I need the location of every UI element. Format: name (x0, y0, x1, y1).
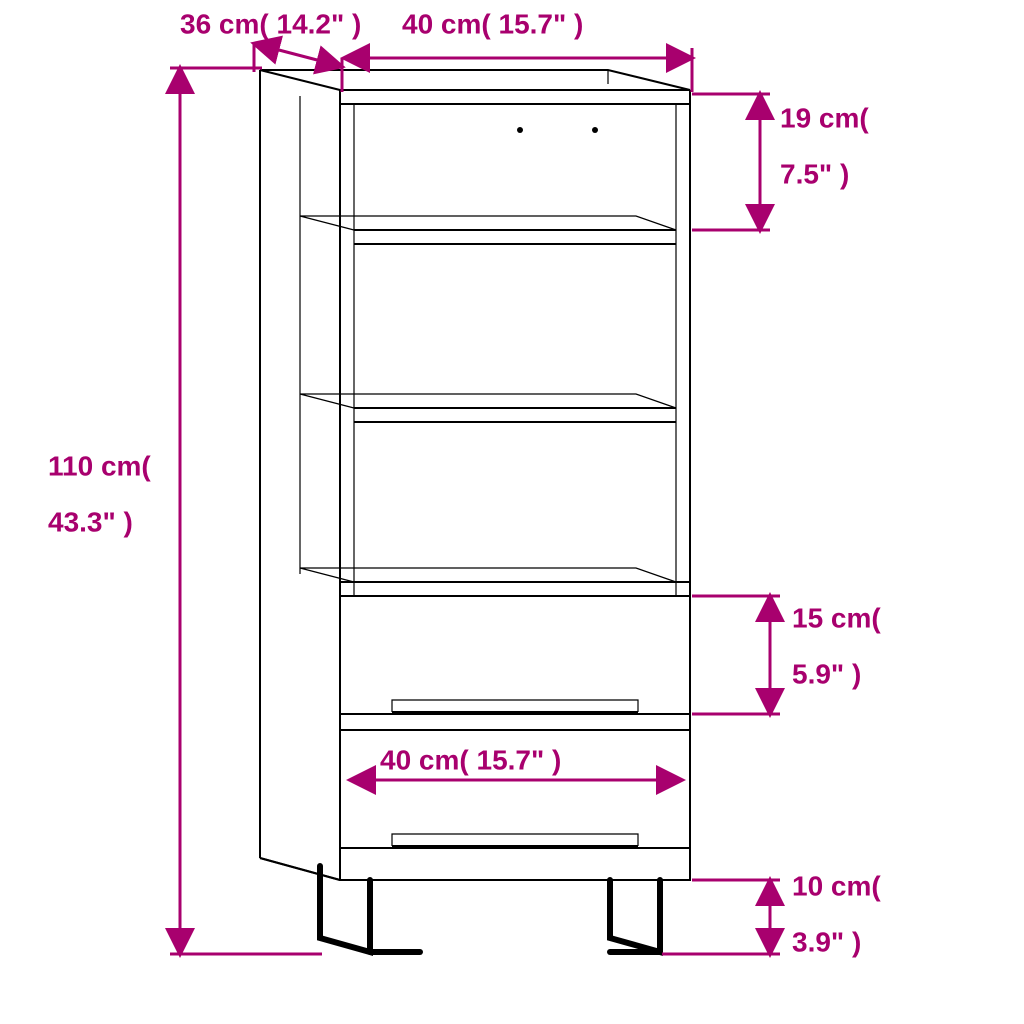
label-width-top: 40 cm( 15.7" ) (402, 8, 583, 39)
label-height-l2: 43.3" ) (48, 506, 133, 537)
dim-depth: 36 cm( 14.2" ) (180, 8, 361, 92)
dim-leg: 10 cm( 3.9" ) (662, 870, 881, 957)
dim-width-drawer: 40 cm( 15.7" ) (352, 744, 680, 780)
label-depth: 36 cm( 14.2" ) (180, 8, 361, 39)
label-width-drawer: 40 cm( 15.7" ) (380, 744, 561, 775)
dim-shelf: 19 cm( 7.5" ) (692, 94, 869, 230)
dim-height: 110 cm( 43.3" ) (48, 68, 322, 954)
label-leg-l2: 3.9" ) (792, 926, 861, 957)
label-shelf-l1: 19 cm( (780, 102, 869, 133)
label-leg-l1: 10 cm( (792, 870, 881, 901)
label-shelf-l2: 7.5" ) (780, 158, 849, 189)
label-height-l1: 110 cm( (48, 450, 151, 481)
cabinet-outline (260, 70, 690, 952)
dimension-diagram: 36 cm( 14.2" ) 40 cm( 15.7" ) 19 cm( 7.5… (0, 0, 1024, 1024)
label-drawer-l1: 15 cm( (792, 602, 881, 633)
dim-width-top: 40 cm( 15.7" ) (346, 8, 692, 92)
label-drawer-l2: 5.9" ) (792, 658, 861, 689)
dim-drawer: 15 cm( 5.9" ) (692, 596, 881, 714)
